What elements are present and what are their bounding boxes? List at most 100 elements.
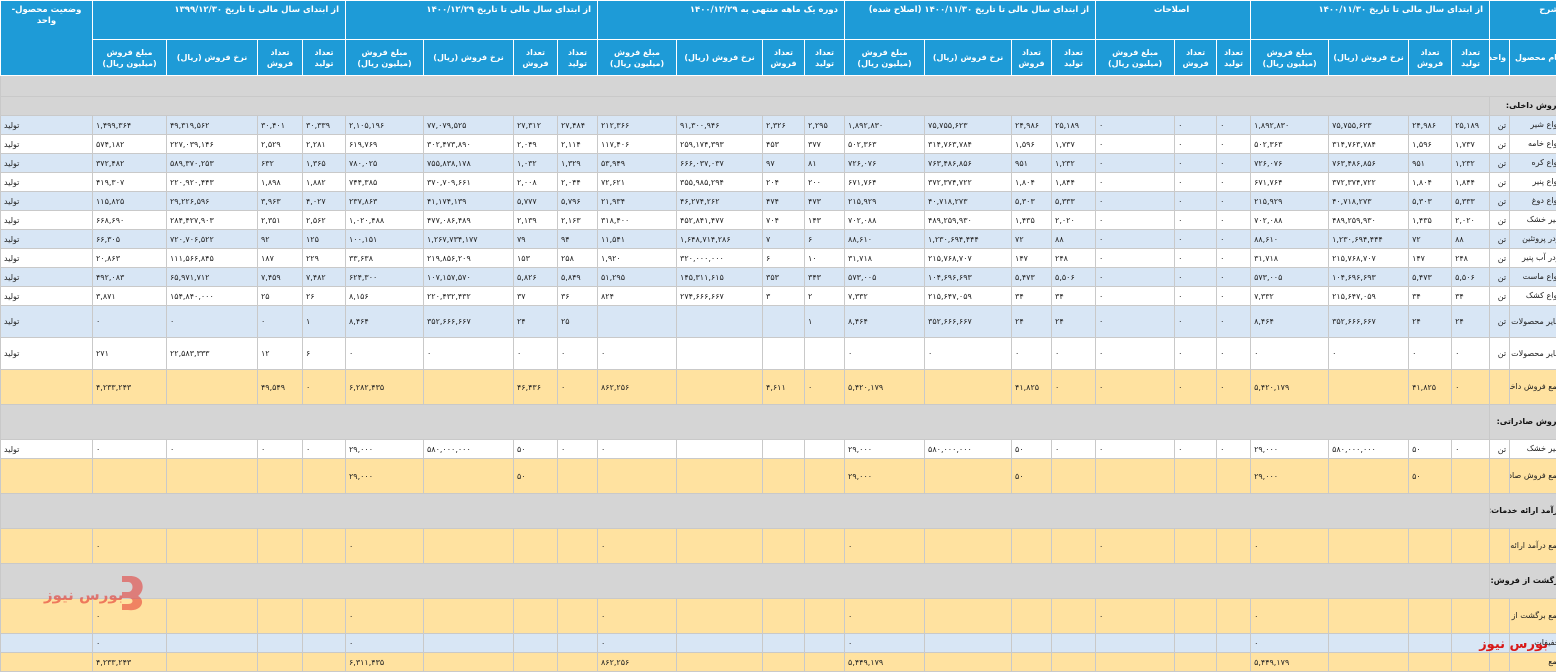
value-cell: ۱۰۴,۶۹۶,۶۹۳ — [925, 268, 1012, 287]
value-cell — [303, 529, 346, 564]
value-cell: ۴۷۷,۰۸۶,۴۸۹ — [424, 211, 514, 230]
value-cell: ۰ — [1052, 440, 1096, 459]
product-name: شیر خشک — [1510, 211, 1556, 230]
value-cell: ۲۴۸ — [1052, 249, 1096, 268]
value-cell — [1217, 529, 1251, 564]
value-cell: ۸,۱۵۶ — [346, 287, 424, 306]
value-cell: ۰ — [1217, 440, 1251, 459]
value-cell: ۰ — [1217, 154, 1251, 173]
value-cell — [805, 338, 845, 370]
value-cell: ۵۰ — [1012, 459, 1052, 494]
value-cell: ۵,۷۷۷ — [514, 192, 558, 211]
value-cell: ۸۸ — [1452, 230, 1490, 249]
value-cell: ۱۰۰,۱۵۱ — [346, 230, 424, 249]
value-cell: ۰ — [845, 529, 925, 564]
value-cell: ۰ — [1329, 338, 1409, 370]
value-cell: ۱۰۴,۶۹۶,۶۹۳ — [1329, 268, 1409, 287]
value-cell: ۳۷۷ — [805, 135, 845, 154]
value-cell: ۴,۰۲۷ — [303, 192, 346, 211]
value-cell — [1052, 529, 1096, 564]
value-cell: ۰ — [1012, 338, 1052, 370]
value-cell: ۲۹,۰۰۰ — [845, 459, 925, 494]
value-cell: ۱۵۳ — [514, 249, 558, 268]
value-cell: ۰ — [1096, 287, 1175, 306]
subheader-g0-0: تعداد تولید — [1452, 40, 1490, 76]
value-cell: ۲۲۹ — [303, 249, 346, 268]
value-cell: ۹۷ — [763, 154, 805, 173]
value-cell: ۴۶,۴۳۶ — [514, 370, 558, 405]
product-name: سایر محصولات کارمزدی — [1510, 338, 1556, 370]
value-cell: ۴۶,۲۷۴,۲۶۲ — [677, 192, 763, 211]
value-cell: ۷۵۵,۸۳۸,۱۷۸ — [424, 154, 514, 173]
value-cell: ۰ — [1096, 338, 1175, 370]
value-cell — [925, 459, 1012, 494]
value-cell: ۰ — [1096, 306, 1175, 338]
value-cell: ۰ — [1175, 287, 1217, 306]
value-cell: ۰ — [1096, 599, 1175, 634]
value-cell — [763, 306, 805, 338]
value-cell: ۰ — [1217, 135, 1251, 154]
value-cell: ۰ — [1096, 173, 1175, 192]
subheader-g1-2: مبلغ فروش (میلیون ریال) — [1096, 40, 1175, 76]
value-cell — [805, 634, 845, 653]
value-cell: ۴,۲۳۳,۲۴۳ — [93, 653, 167, 672]
value-cell: ۰ — [598, 440, 677, 459]
value-cell: ۵۰۲,۳۶۳ — [1251, 135, 1329, 154]
value-cell: ۲۳۷,۸۶۳ — [346, 192, 424, 211]
value-cell — [1012, 653, 1052, 672]
value-cell — [598, 306, 677, 338]
value-cell: ۲۷۴,۶۶۶,۶۶۷ — [677, 287, 763, 306]
value-cell — [677, 459, 763, 494]
value-cell: ۱,۲۳۲ — [1052, 154, 1096, 173]
subheader-g2-2: نرخ فروش (ریال) — [925, 40, 1012, 76]
value-cell — [1052, 599, 1096, 634]
value-cell: ۲۲۰,۹۲۰,۴۴۳ — [167, 173, 258, 192]
value-cell: ۲۹,۰۰۰ — [845, 440, 925, 459]
value-cell — [1409, 529, 1452, 564]
value-cell: ۵۰ — [1409, 459, 1452, 494]
value-cell: ۲۵ — [558, 306, 598, 338]
value-cell — [1012, 599, 1052, 634]
value-cell — [1329, 459, 1409, 494]
status-cell: تولید — [1, 116, 93, 135]
value-cell: ۰ — [1217, 338, 1251, 370]
value-cell: ۳,۸۷۱ — [93, 287, 167, 306]
unit-cell: تن — [1490, 287, 1510, 306]
value-cell: ۰ — [1217, 192, 1251, 211]
value-cell — [1217, 599, 1251, 634]
value-cell: ۰ — [598, 634, 677, 653]
value-cell — [424, 634, 514, 653]
value-cell: ۳۵۳ — [763, 268, 805, 287]
value-cell — [558, 653, 598, 672]
value-cell: ۰ — [1175, 135, 1217, 154]
value-cell: ۲۱۵,۶۴۷,۰۵۹ — [925, 287, 1012, 306]
value-cell: ۲۰۰ — [805, 173, 845, 192]
value-cell: ۱۰ — [805, 249, 845, 268]
value-cell: ۰ — [1217, 211, 1251, 230]
table-row: جمع درآمد ارائه خدمات۰۰۰۰۰۰ — [1, 529, 1556, 564]
value-cell: ۰ — [1175, 338, 1217, 370]
section-fill — [1, 494, 1490, 529]
value-cell: ۶۳۲ — [258, 154, 303, 173]
value-cell — [677, 306, 763, 338]
product-name: شیر خشک — [1510, 440, 1556, 459]
value-cell: ۶۶,۳۰۵ — [93, 230, 167, 249]
value-cell: ۵۸۹,۳۷۰,۲۵۳ — [167, 154, 258, 173]
value-cell: ۲,۱۱۴ — [558, 135, 598, 154]
unit-cell: تن — [1490, 173, 1510, 192]
value-cell: ۱۱۱,۵۶۶,۸۴۵ — [167, 249, 258, 268]
value-cell: ۰ — [303, 370, 346, 405]
value-cell: ۷,۴۵۹ — [258, 268, 303, 287]
product-name: انواع پنیر — [1510, 173, 1556, 192]
value-cell: ۷۸۰,۰۲۵ — [346, 154, 424, 173]
value-cell: ۶,۳۱۱,۴۳۵ — [346, 653, 424, 672]
value-cell: ۲۲,۵۸۳,۳۳۳ — [167, 338, 258, 370]
value-cell — [258, 653, 303, 672]
value-cell: ۵۰ — [1012, 440, 1052, 459]
value-cell: ۰ — [1175, 370, 1217, 405]
value-cell: ۸,۴۶۴ — [845, 306, 925, 338]
value-cell: ۳۴ — [1452, 287, 1490, 306]
value-cell — [1329, 529, 1409, 564]
value-cell: ۰ — [1217, 287, 1251, 306]
value-cell — [805, 459, 845, 494]
